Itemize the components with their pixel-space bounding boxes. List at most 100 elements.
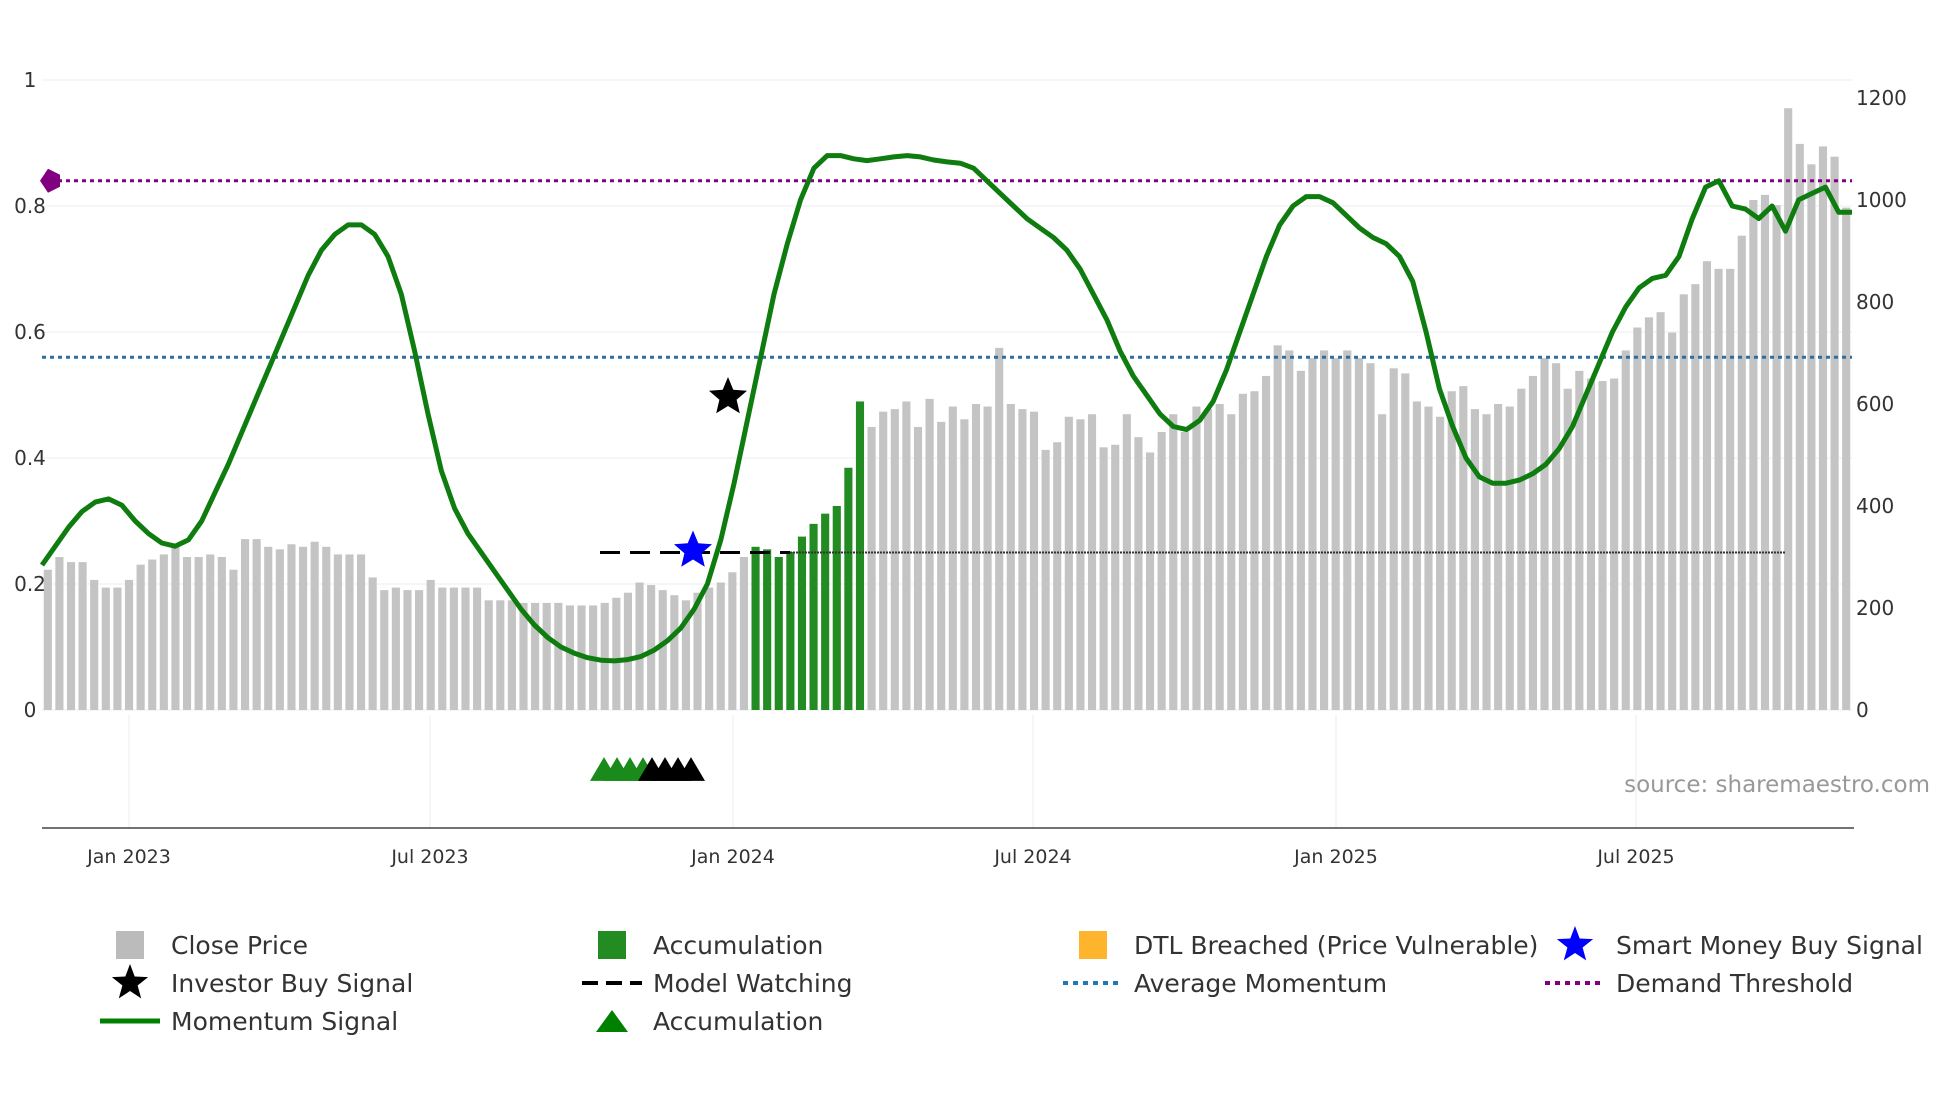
close-price-bar bbox=[449, 587, 458, 710]
close-price-bar bbox=[913, 426, 923, 710]
close-price-bar bbox=[345, 554, 354, 710]
legend-item-demand-threshold: Demand Threshold bbox=[1545, 969, 1853, 998]
legend-label: Accumulation bbox=[653, 1007, 823, 1036]
close-price-bar bbox=[565, 605, 574, 710]
accumulation-bar bbox=[821, 513, 830, 710]
close-price-bar bbox=[90, 579, 99, 710]
close-price-bar bbox=[1099, 447, 1108, 710]
close-price-bar bbox=[937, 421, 946, 710]
accumulation-bar bbox=[809, 523, 818, 710]
close-price-bar bbox=[519, 602, 528, 710]
close-price-bar bbox=[1157, 432, 1166, 710]
demand-threshold-marker bbox=[40, 168, 60, 193]
close-price-bar bbox=[1134, 437, 1143, 710]
close-price-bar bbox=[1262, 375, 1271, 710]
close-price-bar bbox=[1006, 404, 1015, 710]
legend-item-investor-buy: Investor Buy Signal bbox=[111, 964, 413, 999]
x-tick-label: Jul 2025 bbox=[1596, 846, 1674, 868]
legend-item-dtl-breached: DTL Breached (Price Vulnerable) bbox=[1079, 931, 1538, 960]
close-price-bar bbox=[1702, 261, 1712, 710]
close-price-bar bbox=[1145, 452, 1155, 710]
close-price-bar bbox=[995, 347, 1004, 710]
x-tick-label: Jul 2023 bbox=[390, 846, 468, 868]
legend-swatch bbox=[596, 1010, 628, 1032]
close-price-bar bbox=[1714, 268, 1723, 710]
close-price-bar bbox=[194, 557, 203, 710]
close-price-bar bbox=[716, 582, 725, 710]
close-price-bar bbox=[1540, 358, 1549, 710]
close-price-bar bbox=[1320, 350, 1329, 710]
close-price-bar bbox=[1482, 414, 1491, 710]
close-price-bar bbox=[1760, 194, 1770, 710]
close-price-bar bbox=[55, 557, 64, 710]
close-price-bar bbox=[612, 597, 621, 710]
close-price-bar bbox=[1749, 200, 1758, 710]
source-label: source: sharemaestro.com bbox=[1624, 772, 1930, 798]
legend-item-model-watching: Model Watching bbox=[582, 969, 853, 998]
smart-money-buy-signal-marker bbox=[674, 530, 712, 567]
close-price-bar bbox=[1772, 205, 1781, 710]
accumulation-bar bbox=[844, 467, 853, 710]
close-price-bar bbox=[647, 585, 656, 710]
close-price-bar bbox=[1575, 370, 1584, 710]
legend-label: Demand Threshold bbox=[1616, 969, 1853, 998]
close-price-bar bbox=[124, 579, 134, 710]
close-price-bar bbox=[287, 544, 296, 710]
close-price-bar bbox=[1517, 388, 1526, 710]
close-price-bar bbox=[693, 592, 702, 710]
legend-label: Close Price bbox=[171, 931, 308, 960]
close-price-bar bbox=[507, 600, 516, 710]
axes: 0 0.2 0.4 0.6 0.8 1 0 200 400 600 800 1000 1200 Jan 2… bbox=[14, 68, 1907, 868]
close-price-bar bbox=[531, 602, 540, 710]
close-price-bar bbox=[182, 557, 192, 710]
close-price-bar bbox=[484, 600, 493, 710]
close-price-bar bbox=[1227, 414, 1236, 710]
close-price-bar bbox=[1795, 143, 1804, 710]
close-price-bar bbox=[1111, 444, 1120, 710]
close-price-bar bbox=[322, 546, 331, 710]
close-price-bar bbox=[1378, 414, 1387, 710]
close-price-bar bbox=[252, 539, 261, 710]
accumulation-bar bbox=[751, 546, 760, 710]
close-price-bar bbox=[1215, 404, 1224, 710]
close-price-bar bbox=[1331, 358, 1340, 710]
close-price-bar bbox=[1447, 391, 1456, 710]
close-price-bar bbox=[1343, 350, 1352, 710]
close-price-bar bbox=[1412, 401, 1421, 710]
close-price-bars bbox=[43, 108, 1851, 711]
close-price-bar bbox=[43, 569, 52, 710]
close-price-bar bbox=[275, 549, 284, 710]
y-left-tick-label: 0.8 bbox=[14, 194, 46, 218]
close-price-bar bbox=[1436, 416, 1445, 710]
close-price-bar bbox=[1459, 386, 1468, 710]
close-price-bar bbox=[1610, 378, 1619, 710]
close-price-bar bbox=[879, 411, 888, 710]
close-price-bar bbox=[1818, 146, 1828, 710]
close-price-bar bbox=[1807, 164, 1816, 711]
close-price-bar bbox=[310, 541, 319, 710]
close-price-bar bbox=[948, 406, 957, 710]
close-price-bar bbox=[1644, 317, 1654, 710]
close-price-bar bbox=[391, 587, 400, 710]
close-price-bar bbox=[739, 557, 749, 710]
legend-label: Accumulation bbox=[653, 931, 823, 960]
accumulation-bar bbox=[797, 536, 807, 710]
y-right-tick-label: 600 bbox=[1856, 392, 1894, 416]
accumulation-bar bbox=[774, 557, 783, 710]
x-tick-label: Jan 2024 bbox=[690, 846, 775, 868]
close-price-bar bbox=[136, 564, 145, 710]
legend-item-average-momentum: Average Momentum bbox=[1063, 969, 1387, 998]
legend-item-smart-money: Smart Money Buy Signal bbox=[1556, 926, 1923, 961]
close-price-bar bbox=[66, 562, 76, 710]
close-price-bar bbox=[264, 546, 273, 710]
close-price-bar bbox=[1366, 363, 1375, 710]
model-watching-triangle-marker bbox=[677, 757, 705, 781]
close-price-bar bbox=[890, 409, 899, 710]
close-price-bar bbox=[1494, 404, 1503, 710]
y-right-tick-label: 1200 bbox=[1856, 86, 1907, 110]
close-price-bar bbox=[1726, 268, 1735, 710]
close-price-bar bbox=[438, 587, 447, 710]
close-price-bar bbox=[1285, 350, 1294, 710]
close-price-bar bbox=[171, 546, 180, 710]
momentum-signal-series bbox=[39, 153, 1852, 664]
